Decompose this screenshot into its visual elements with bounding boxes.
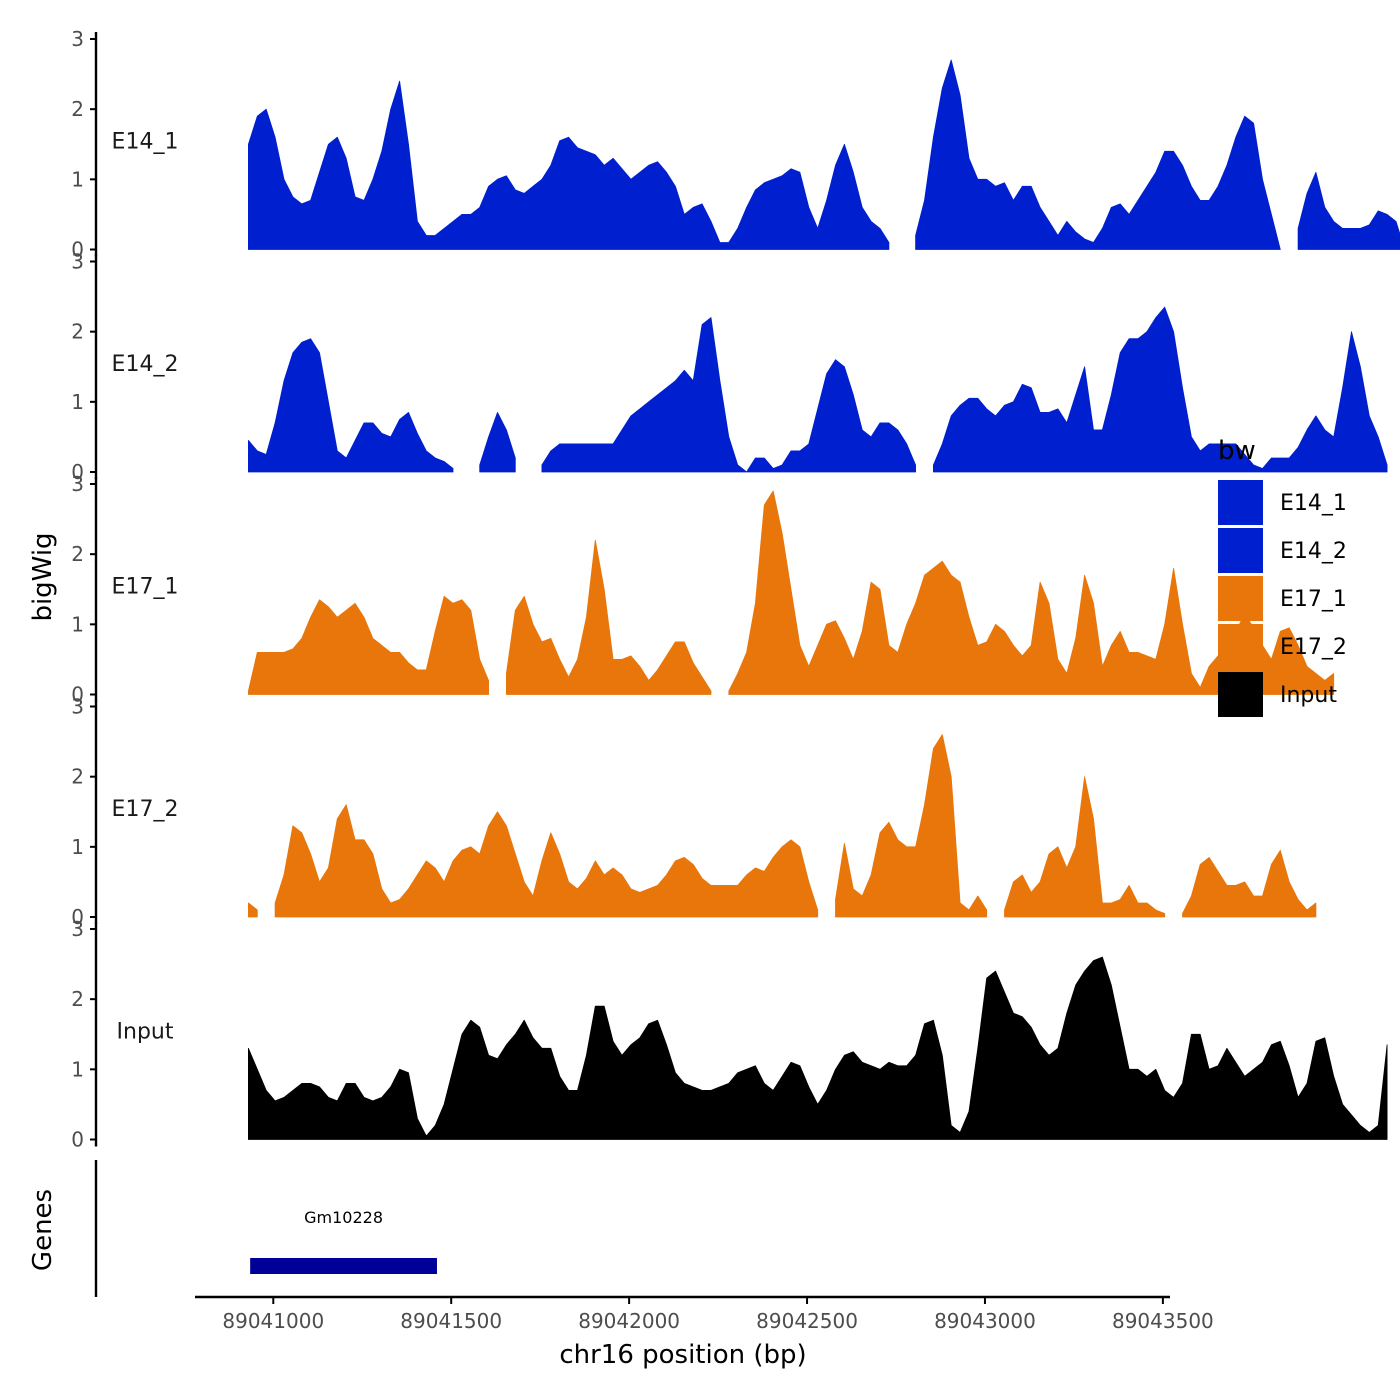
tracks-layer: 0 1 2 3 E14_1 0 1 2 3 E14_2 0 1 2 3 E17_1 0 1 2 3 E17_2 0 1 2 3… xyxy=(71,27,1400,1152)
y-tick-label: 2 xyxy=(71,765,84,789)
track-label: E17_2 xyxy=(112,797,179,822)
gene-Gm10228 xyxy=(250,1258,437,1274)
track-E17_2: 0 1 2 3 E17_2 xyxy=(71,695,1317,929)
coverage-area-Input xyxy=(248,956,1388,1140)
y-tick-label: 2 xyxy=(71,320,84,344)
gene-label: Gm10228 xyxy=(304,1208,383,1227)
x-tick-label: 89042000 xyxy=(578,1309,680,1333)
coverage-area-E14_1 xyxy=(915,59,1281,250)
legend-swatch-E17_1 xyxy=(1218,576,1263,621)
track-E14_1: 0 1 2 3 E14_1 xyxy=(71,27,1400,262)
y-tick-label: 3 xyxy=(71,27,84,51)
y-axis-title: bigWig xyxy=(28,532,58,621)
coverage-area-E17_2 xyxy=(835,734,988,918)
legend-label: Input xyxy=(1280,683,1337,708)
y-tick-label: 3 xyxy=(71,472,84,496)
track-E17_1: 0 1 2 3 E17_1 xyxy=(71,472,1335,707)
y-tick-label: 1 xyxy=(71,1057,84,1081)
y-tick-label: 3 xyxy=(71,695,84,719)
x-tick-label: 89043000 xyxy=(934,1309,1036,1333)
y-tick-label: 0 xyxy=(71,460,84,484)
coverage-area-E17_2 xyxy=(248,902,258,918)
coverage-area-E17_1 xyxy=(248,595,489,695)
track-label: Input xyxy=(117,1019,174,1044)
coverage-area-E14_2 xyxy=(933,306,1388,473)
legend-swatch-Input xyxy=(1218,672,1263,717)
legend-title: bw xyxy=(1218,436,1256,466)
y-tick-label: 1 xyxy=(71,390,84,414)
y-tick-label: 0 xyxy=(71,683,84,707)
x-axis: chr16 position (bp) 89041000 89041500 8904… xyxy=(195,1295,1214,1370)
legend-swatch-E14_1 xyxy=(1218,480,1263,525)
y-tick-label: 3 xyxy=(71,917,84,941)
legend-swatch-E14_2 xyxy=(1218,528,1263,573)
x-tick-label: 89041500 xyxy=(400,1309,502,1333)
y-tick-label: 2 xyxy=(71,97,84,121)
y-tick-label: 2 xyxy=(71,987,84,1011)
coverage-area-E14_1 xyxy=(248,80,890,250)
legend-label: E17_2 xyxy=(1280,635,1347,660)
coverage-area-E17_1 xyxy=(506,539,712,695)
legend-label: E17_1 xyxy=(1280,587,1347,612)
y-tick-label: 0 xyxy=(71,238,84,262)
y-tick-label: 0 xyxy=(71,1128,84,1152)
y-tick-label: 1 xyxy=(71,612,84,636)
legend-label: E14_2 xyxy=(1280,539,1347,564)
genes-track-title: Genes xyxy=(28,1189,58,1271)
track-label: E17_1 xyxy=(112,574,179,599)
x-tick-label: 89041000 xyxy=(222,1309,324,1333)
coverage-area-E17_2 xyxy=(274,804,819,918)
coverage-area-E17_2 xyxy=(1182,849,1317,918)
y-tick-label: 1 xyxy=(71,835,84,859)
legend-swatch-E17_2 xyxy=(1218,624,1263,669)
coverage-area-E14_2 xyxy=(541,317,916,473)
track-label: E14_2 xyxy=(112,352,179,377)
y-tick-label: 0 xyxy=(71,905,84,929)
y-tick-label: 2 xyxy=(71,542,84,566)
track-Input: 0 1 2 3 Input xyxy=(71,917,1388,1152)
genes-track: Genes Gm10228 xyxy=(28,1160,437,1297)
legend: bw E14_1 E14_2 E17_1 E17_2 Input xyxy=(1218,436,1347,717)
track-E14_2: 0 1 2 3 E14_2 xyxy=(71,250,1388,484)
coverage-area-E14_1 xyxy=(1297,171,1400,250)
x-axis-title: chr16 position (bp) xyxy=(559,1340,806,1370)
coverage-area-E14_2 xyxy=(248,338,454,473)
x-tick-label: 89043500 xyxy=(1112,1309,1214,1333)
x-tick-label: 89042500 xyxy=(756,1309,858,1333)
legend-label: E14_1 xyxy=(1280,491,1347,516)
track-label: E14_1 xyxy=(112,129,179,154)
coverage-area-E14_2 xyxy=(479,412,516,473)
coverage-area-E17_2 xyxy=(1004,776,1166,918)
y-tick-label: 3 xyxy=(71,250,84,274)
y-tick-label: 1 xyxy=(71,167,84,191)
